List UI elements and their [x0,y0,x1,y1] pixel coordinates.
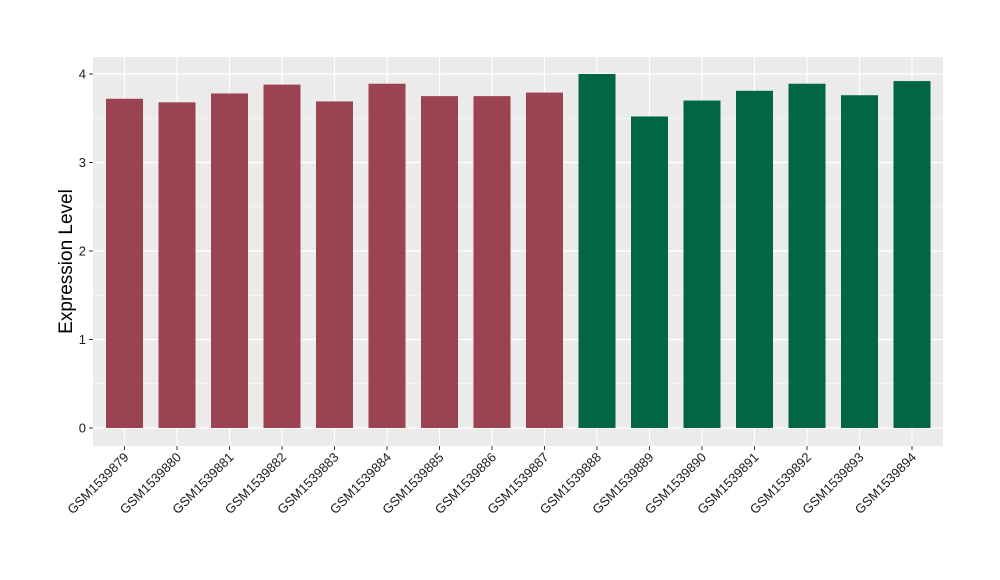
bar-GSM1539886 [473,96,511,428]
bar-GSM1539881 [211,93,248,428]
y-axis: 0 1 2 3 4 [79,67,93,436]
bar-GSM1539884 [368,83,406,429]
y-tick-label: 1 [79,332,86,347]
bar-GSM1539892 [788,83,826,429]
bar-GSM1539887 [526,92,563,429]
y-tick-label: 4 [79,67,86,82]
x-axis: GSM1539879GSM1539880GSM1539881GSM1539882… [64,446,919,517]
bar-GSM1539894 [893,81,931,428]
y-tick-label: 2 [79,244,86,259]
bars [106,74,931,429]
bar-GSM1539891 [736,90,773,428]
bar-GSM1539885 [421,96,458,428]
y-axis-title: Expression Level [56,189,77,334]
bar-GSM1539879 [106,98,143,428]
y-tick-label: 3 [79,155,86,170]
bar-GSM1539883 [316,101,353,428]
bar-GSM1539893 [841,95,878,429]
y-tick-label: 0 [79,421,86,436]
bar-GSM1539882 [263,84,301,429]
bar-GSM1539890 [683,100,721,429]
bar-GSM1539889 [631,116,668,428]
bar-GSM1539880 [158,102,196,428]
bar-GSM1539888 [578,74,616,428]
